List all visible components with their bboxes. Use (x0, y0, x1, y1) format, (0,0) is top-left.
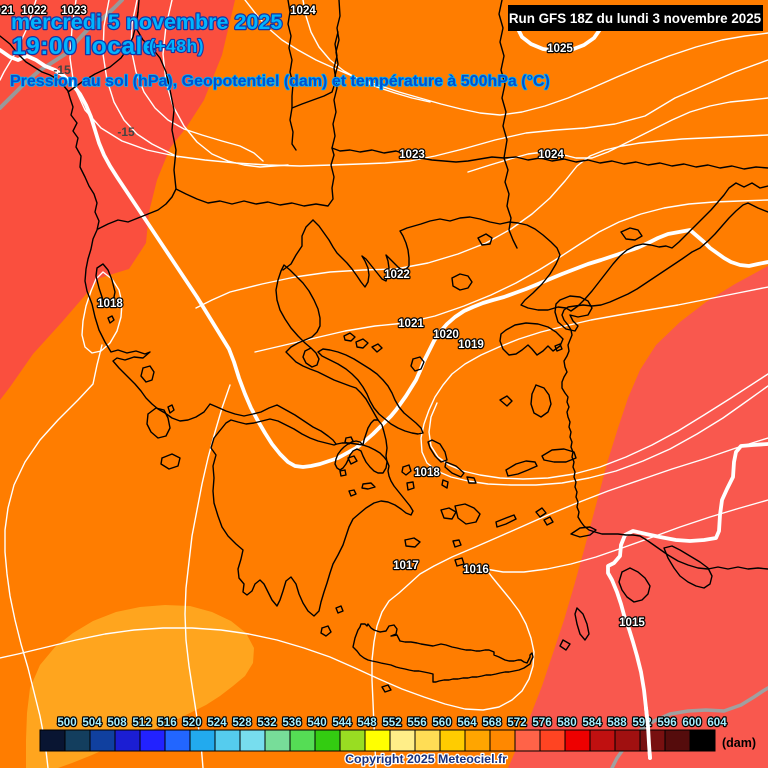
svg-text:1022: 1022 (384, 268, 410, 281)
svg-text:604: 604 (707, 717, 727, 729)
svg-text:-15: -15 (53, 63, 71, 77)
svg-text:(dam): (dam) (722, 736, 756, 750)
svg-text:568: 568 (482, 717, 502, 729)
svg-text:572: 572 (507, 717, 526, 729)
svg-text:520: 520 (182, 717, 201, 729)
svg-text:560: 560 (432, 717, 451, 729)
svg-text:524: 524 (207, 717, 227, 729)
svg-text:1019: 1019 (458, 338, 484, 351)
svg-text:588: 588 (607, 717, 627, 729)
svg-text:1018: 1018 (414, 466, 440, 479)
svg-text:516: 516 (157, 717, 176, 729)
svg-text:576: 576 (532, 717, 551, 729)
svg-text:508: 508 (107, 717, 127, 729)
svg-text:556: 556 (407, 717, 426, 729)
svg-text:540: 540 (307, 717, 326, 729)
svg-text:-15: -15 (117, 125, 135, 139)
svg-text:1022: 1022 (21, 4, 47, 17)
svg-text:1018: 1018 (97, 297, 123, 310)
svg-text:mercredi 5 novembre 2025: mercredi 5 novembre 2025 (11, 10, 282, 34)
svg-text:1024: 1024 (290, 4, 316, 17)
svg-text:548: 548 (357, 717, 377, 729)
svg-text:19:00 locale: 19:00 locale (12, 33, 157, 60)
svg-text:1020: 1020 (433, 328, 459, 341)
svg-text:1021: 1021 (0, 4, 14, 17)
svg-text:564: 564 (457, 717, 477, 729)
svg-text:(+48h): (+48h) (149, 36, 204, 56)
svg-text:596: 596 (657, 717, 676, 729)
svg-text:528: 528 (232, 717, 252, 729)
svg-text:1015: 1015 (619, 616, 645, 629)
svg-text:532: 532 (257, 717, 276, 729)
svg-text:580: 580 (557, 717, 576, 729)
svg-text:1023: 1023 (61, 4, 87, 17)
svg-text:1017: 1017 (393, 559, 419, 572)
svg-text:600: 600 (682, 717, 701, 729)
svg-text:1016: 1016 (463, 563, 489, 576)
svg-text:1023: 1023 (399, 148, 425, 161)
svg-text:Run GFS 18Z du lundi 3 novembr: Run GFS 18Z du lundi 3 novembre 2025 (509, 11, 762, 26)
svg-text:Copyright 2025 Meteociel.fr: Copyright 2025 Meteociel.fr (345, 752, 507, 766)
svg-text:504: 504 (82, 717, 102, 729)
svg-text:536: 536 (282, 717, 301, 729)
svg-text:500: 500 (57, 717, 76, 729)
svg-text:584: 584 (582, 717, 602, 729)
svg-text:1025: 1025 (547, 42, 573, 55)
svg-text:1021: 1021 (398, 317, 424, 330)
svg-text:544: 544 (332, 717, 352, 729)
svg-text:Pression au sol (hPa), Geopote: Pression au sol (hPa), Geopotentiel (dam… (10, 73, 550, 90)
svg-text:512: 512 (132, 717, 151, 729)
svg-text:552: 552 (382, 717, 401, 729)
svg-text:1024: 1024 (538, 148, 564, 161)
